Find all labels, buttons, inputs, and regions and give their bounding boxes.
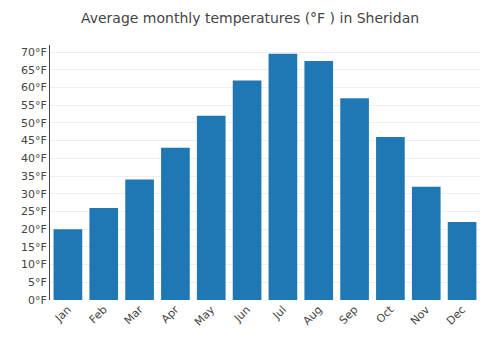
svg-text:65°F: 65°F (21, 64, 47, 77)
svg-text:0°F: 0°F (28, 294, 47, 307)
svg-text:Mar: Mar (122, 303, 146, 327)
svg-text:15°F: 15°F (21, 241, 47, 254)
svg-text:Jan: Jan (52, 303, 74, 325)
svg-text:May: May (192, 303, 218, 329)
svg-text:40°F: 40°F (21, 152, 47, 165)
svg-text:70°F: 70°F (21, 46, 47, 59)
svg-text:Nov: Nov (408, 303, 433, 328)
svg-text:10°F: 10°F (21, 258, 47, 271)
svg-text:45°F: 45°F (21, 134, 47, 147)
svg-text:Sep: Sep (337, 303, 361, 327)
svg-text:35°F: 35°F (21, 170, 47, 183)
svg-text:50°F: 50°F (21, 117, 47, 130)
svg-text:25°F: 25°F (21, 205, 47, 218)
svg-text:Jul: Jul (270, 303, 289, 322)
svg-text:Aug: Aug (300, 303, 324, 327)
svg-text:30°F: 30°F (21, 188, 47, 201)
svg-text:Feb: Feb (87, 303, 110, 326)
svg-text:Oct: Oct (374, 303, 397, 326)
svg-text:20°F: 20°F (21, 223, 47, 236)
svg-text:60°F: 60°F (21, 81, 47, 94)
svg-text:Dec: Dec (444, 303, 468, 327)
svg-text:55°F: 55°F (21, 99, 47, 112)
svg-text:Apr: Apr (159, 303, 182, 326)
svg-text:5°F: 5°F (28, 276, 47, 289)
svg-text:Average monthly temperatures (: Average monthly temperatures (°F ) in Sh… (81, 10, 419, 26)
svg-text:Jun: Jun (231, 303, 253, 325)
